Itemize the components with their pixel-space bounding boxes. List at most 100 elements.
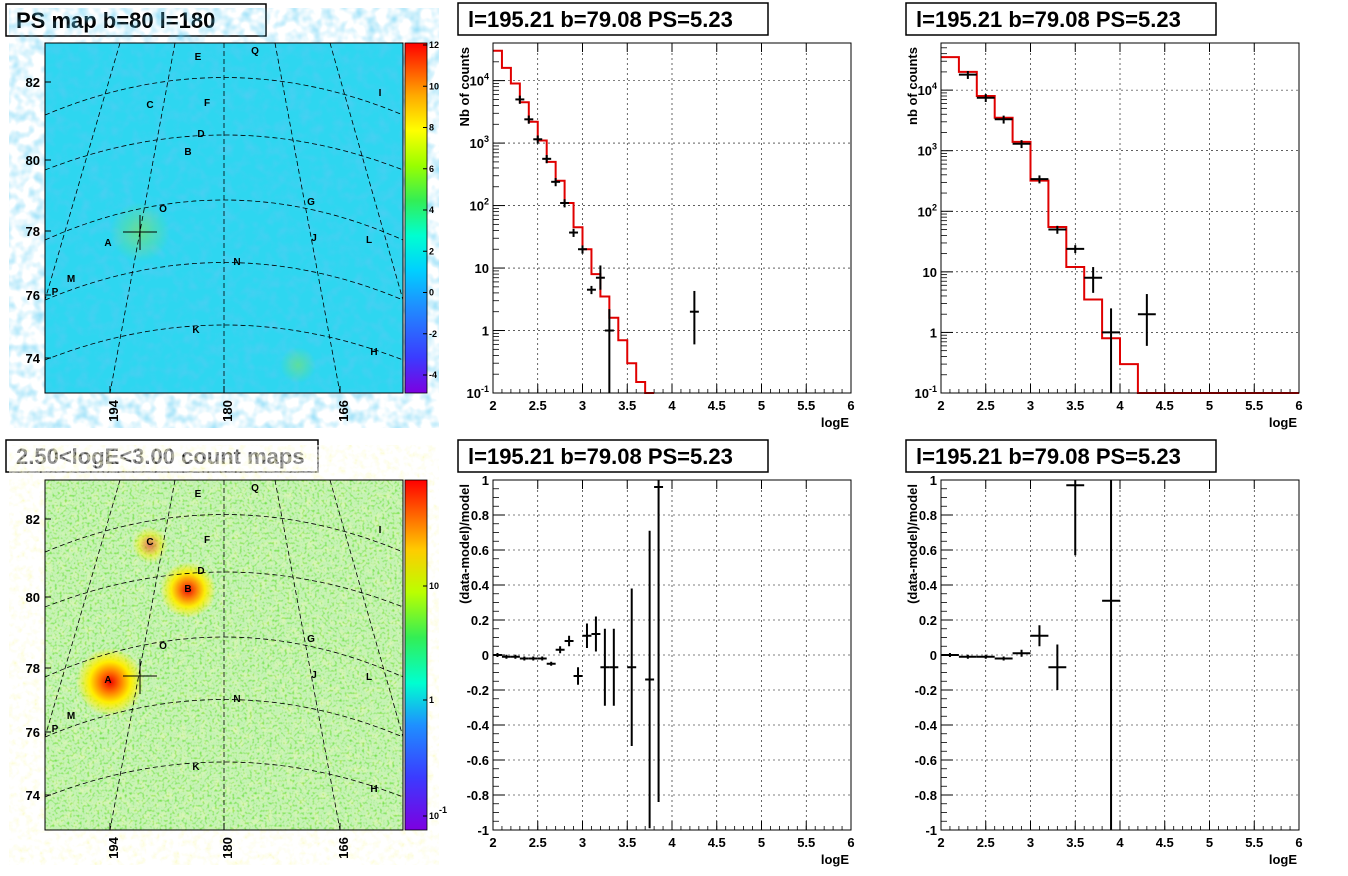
y-tick-label: -0.6: [467, 753, 489, 768]
y-tick-label: 76: [26, 725, 40, 740]
y-tick-label: -0.8: [915, 788, 937, 803]
data-point: [604, 309, 614, 393]
source-label-D: D: [197, 129, 204, 140]
colorbar-tick-label: 1: [429, 695, 434, 705]
source-label-H: H: [370, 784, 377, 795]
source-label-O: O: [159, 641, 167, 652]
data-point: [654, 480, 664, 802]
x-tick-label: 4.5: [708, 398, 726, 413]
x-tick-label: 6: [1295, 398, 1302, 413]
x-tick-label: 3: [579, 398, 586, 413]
data-point: [560, 199, 570, 208]
source-label-A: A: [104, 238, 111, 249]
source-label-J: J: [311, 670, 317, 681]
data-point: [609, 628, 619, 706]
colorbar-tick-label: 8: [429, 123, 434, 133]
source-label-D: D: [197, 566, 204, 577]
x-axis-label: logE: [1269, 415, 1297, 430]
count-map-colorbar: [404, 479, 428, 831]
colorbar-tick-label: 2: [429, 246, 434, 256]
x-tick-label: 6: [1295, 835, 1302, 850]
colorbar-tick-label: 6: [429, 164, 434, 174]
x-tick-label: 3.5: [1066, 398, 1084, 413]
source-label-N: N: [233, 694, 240, 705]
source-label-P: P: [52, 287, 59, 298]
data-point: [958, 654, 977, 659]
y-tick-label: 0: [482, 648, 489, 663]
x-tick-label: 180: [220, 400, 235, 422]
data-point: [551, 178, 561, 187]
source-label-E: E: [195, 52, 202, 63]
y-tick-label: 82: [26, 75, 40, 90]
plot-title: l=195.21 b=79.08 PS=5.23: [916, 444, 1181, 469]
colorbar-tick-label: 10: [429, 81, 439, 91]
residual-panel-right: l=195.21 b=79.08 PS=5.23 2 2.5 3 3.5 4 4.5 5 5.5…: [905, 439, 1303, 867]
source-label-F: F: [204, 98, 210, 109]
source-label-I: I: [379, 525, 382, 536]
data-point: [1048, 644, 1067, 690]
x-tick-label: 4.5: [1156, 398, 1174, 413]
source-label-A: A: [104, 675, 111, 686]
y-tick-label: 74: [26, 788, 41, 803]
y-tick-label: 80: [26, 590, 40, 605]
model-histogram: [941, 56, 1299, 394]
y-tick-label: 0.8: [919, 508, 937, 523]
data-point: [501, 654, 511, 659]
data-point: [528, 656, 538, 661]
data-point: [510, 654, 520, 659]
data-point: [976, 654, 995, 659]
x-tick-label: 3.5: [1066, 835, 1084, 850]
source-label-L: L: [366, 672, 372, 683]
x-tick-label: 6: [847, 398, 854, 413]
data-point: [994, 656, 1013, 661]
y-tick-label: 76: [26, 288, 40, 303]
source-label-Q: Q: [251, 46, 259, 57]
y-tick-label: 1: [930, 473, 937, 488]
x-tick-label: 2: [489, 398, 496, 413]
y-tick-label: 10: [923, 265, 937, 280]
count-map-coordinate-grid: [44, 479, 404, 831]
y-tick-label: 10: [475, 261, 489, 276]
plot-title: l=195.21 b=79.08 PS=5.23: [468, 444, 733, 469]
x-tick-label: 5.5: [1245, 835, 1263, 850]
ps-map-coordinate-grid: [44, 42, 404, 394]
y-tick-label: 0.2: [919, 613, 937, 628]
spectrum-panel-left: l=195.21 b=79.08 PS=5.23 2 2.5 3 3.5 4 4.5 5 5.5…: [457, 2, 855, 430]
y-tick-label: 0.2: [471, 613, 489, 628]
count-map-title: 2.50<logE<3.00 count maps: [16, 444, 305, 469]
x-tick-label: 166: [336, 837, 351, 859]
data-point: [1137, 294, 1156, 346]
source-label-O: O: [159, 204, 167, 215]
ps-map-crosshair: [123, 215, 157, 250]
data-point: [958, 70, 977, 79]
y-tick-label: 80: [26, 153, 40, 168]
source-label-G: G: [307, 634, 315, 645]
source-label-H: H: [370, 347, 377, 358]
y-tick-label: 1: [482, 324, 489, 339]
x-tick-label: 166: [336, 400, 351, 422]
source-label-P: P: [52, 724, 59, 735]
x-tick-label: 2: [937, 835, 944, 850]
y-tick-label: 74: [26, 351, 41, 366]
residual-panel-left: l=195.21 b=79.08 PS=5.23 2 2.5 3 3.5 4 4.5 5 5.5…: [457, 439, 855, 867]
data-point: [600, 628, 610, 706]
x-tick-label: 4: [668, 835, 676, 850]
data-point: [627, 588, 637, 746]
x-tick-label: 3: [1027, 835, 1034, 850]
y-tick-label: -0.2: [915, 683, 937, 698]
source-label-E: E: [195, 489, 202, 500]
data-point: [1084, 267, 1103, 293]
data-point: [519, 656, 529, 661]
x-tick-label: 2: [937, 398, 944, 413]
x-tick-label: 3.5: [618, 835, 636, 850]
x-tick-label: 4: [668, 398, 676, 413]
ps-map-colorbar-ticks: 12 10 8 6 4 2 0 -2 -4: [423, 40, 439, 380]
source-label-J: J: [311, 233, 317, 244]
source-label-K: K: [192, 762, 200, 773]
x-tick-label: 5: [1206, 398, 1213, 413]
x-tick-label: 194: [106, 399, 121, 421]
x-tick-label: 2.5: [977, 835, 995, 850]
source-label-Q: Q: [251, 483, 259, 494]
x-tick-label: 5: [758, 835, 765, 850]
